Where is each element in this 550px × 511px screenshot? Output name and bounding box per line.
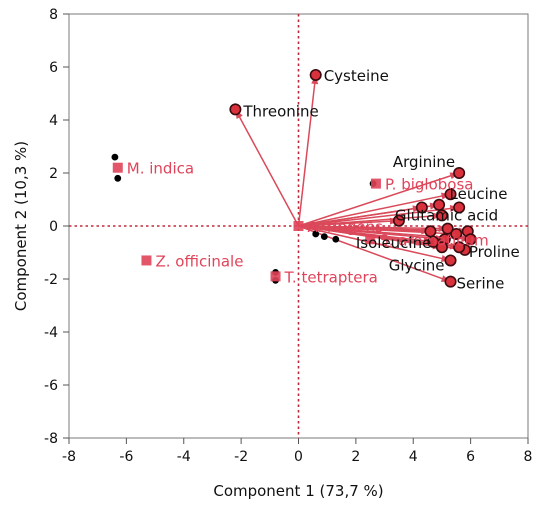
- variable-point: [464, 233, 477, 246]
- variable-point: [424, 225, 437, 238]
- variable-point: [435, 209, 448, 222]
- sample-marker: [370, 178, 381, 189]
- x-tick-label: -8: [62, 449, 76, 465]
- loading-arrow: [298, 225, 431, 233]
- x-tick-label: 2: [351, 449, 360, 465]
- axis-ticks: -8 -6 -4 -2 0 2 4 6 8 -8 -6 -4 -2 0 2 4 6 8: [44, 7, 532, 465]
- variable-point: [435, 241, 448, 254]
- sample-label: Z. officinale: [155, 252, 243, 270]
- x-axis-label: Component 1 (73,7 %): [213, 482, 383, 500]
- y-tick-label: 6: [49, 60, 58, 76]
- reference-lines: [69, 14, 528, 438]
- x-tick-label: 4: [409, 449, 418, 465]
- y-tick-label: -2: [44, 272, 58, 288]
- sample-label: S. aromaticum: [379, 231, 488, 249]
- point-labels: M. indica Z. officinale A. ringens T. tetra…: [127, 67, 520, 293]
- y-tick-label: -6: [44, 378, 58, 394]
- sample-marker: [270, 271, 281, 282]
- loading-arrow: [298, 172, 460, 227]
- variable-point: [453, 201, 466, 214]
- sample-label: M. indica: [127, 160, 194, 178]
- replicate-point: [114, 174, 122, 182]
- y-tick-label: -4: [44, 325, 58, 341]
- x-tick-label: 8: [524, 449, 533, 465]
- x-tick-label: 0: [294, 449, 303, 465]
- variable-label: Glutamic acid: [395, 207, 498, 225]
- variable-point: [444, 188, 457, 201]
- variable-point: [444, 254, 457, 267]
- variable-point: [450, 227, 463, 240]
- variable-point: [444, 275, 457, 288]
- variable-label: Cysteine: [324, 67, 389, 85]
- variable-point: [427, 235, 440, 248]
- sample-marker: [112, 162, 123, 173]
- variable-point: [433, 198, 446, 211]
- replicate-point: [312, 230, 320, 238]
- x-tick-label: -2: [234, 449, 248, 465]
- variable-point: [229, 103, 242, 116]
- replicate-point: [332, 235, 340, 243]
- sample-label: A. ringens: [308, 218, 384, 236]
- sample-label: T. tetraptera: [284, 268, 378, 286]
- variable-label: Isoleucine: [356, 234, 431, 252]
- loading-arrow: [297, 74, 317, 227]
- sample-marker: [293, 221, 304, 231]
- x-tick-label: -4: [177, 449, 191, 465]
- variable-label: Leucine: [450, 185, 508, 203]
- y-tick-label: -8: [44, 431, 58, 447]
- variable-label: Proline: [469, 243, 520, 261]
- score-points: [111, 68, 477, 288]
- loading-arrow: [298, 214, 442, 227]
- variable-label: Threonine: [242, 102, 318, 120]
- variable-point: [415, 201, 428, 214]
- x-tick-label: -6: [119, 449, 133, 465]
- variable-label: Serine: [457, 275, 505, 293]
- variable-point: [453, 167, 466, 180]
- replicate-point: [320, 233, 328, 241]
- variable-point: [441, 222, 454, 235]
- variable-point: [309, 68, 322, 81]
- variable-point: [453, 241, 466, 254]
- variable-point: [392, 214, 405, 227]
- y-tick-label: 8: [49, 7, 58, 23]
- y-tick-label: 0: [49, 219, 58, 235]
- sample-label: P. biglobosa: [385, 176, 474, 194]
- sample-marker: [365, 234, 376, 245]
- replicate-point: [111, 153, 119, 161]
- loading-arrow: [298, 206, 422, 227]
- loading-arrow: [298, 193, 451, 227]
- x-tick-label: 6: [466, 449, 475, 465]
- variable-label: Glycine: [389, 256, 445, 274]
- y-axis-label: Component 2 (10,3 %): [12, 141, 30, 311]
- y-tick-label: 2: [49, 166, 58, 182]
- sample-marker: [141, 255, 152, 266]
- loading-arrow: [298, 206, 460, 227]
- variable-label: Arginine: [393, 153, 455, 171]
- loading-arrow: [234, 109, 300, 227]
- y-tick-label: 4: [49, 113, 58, 129]
